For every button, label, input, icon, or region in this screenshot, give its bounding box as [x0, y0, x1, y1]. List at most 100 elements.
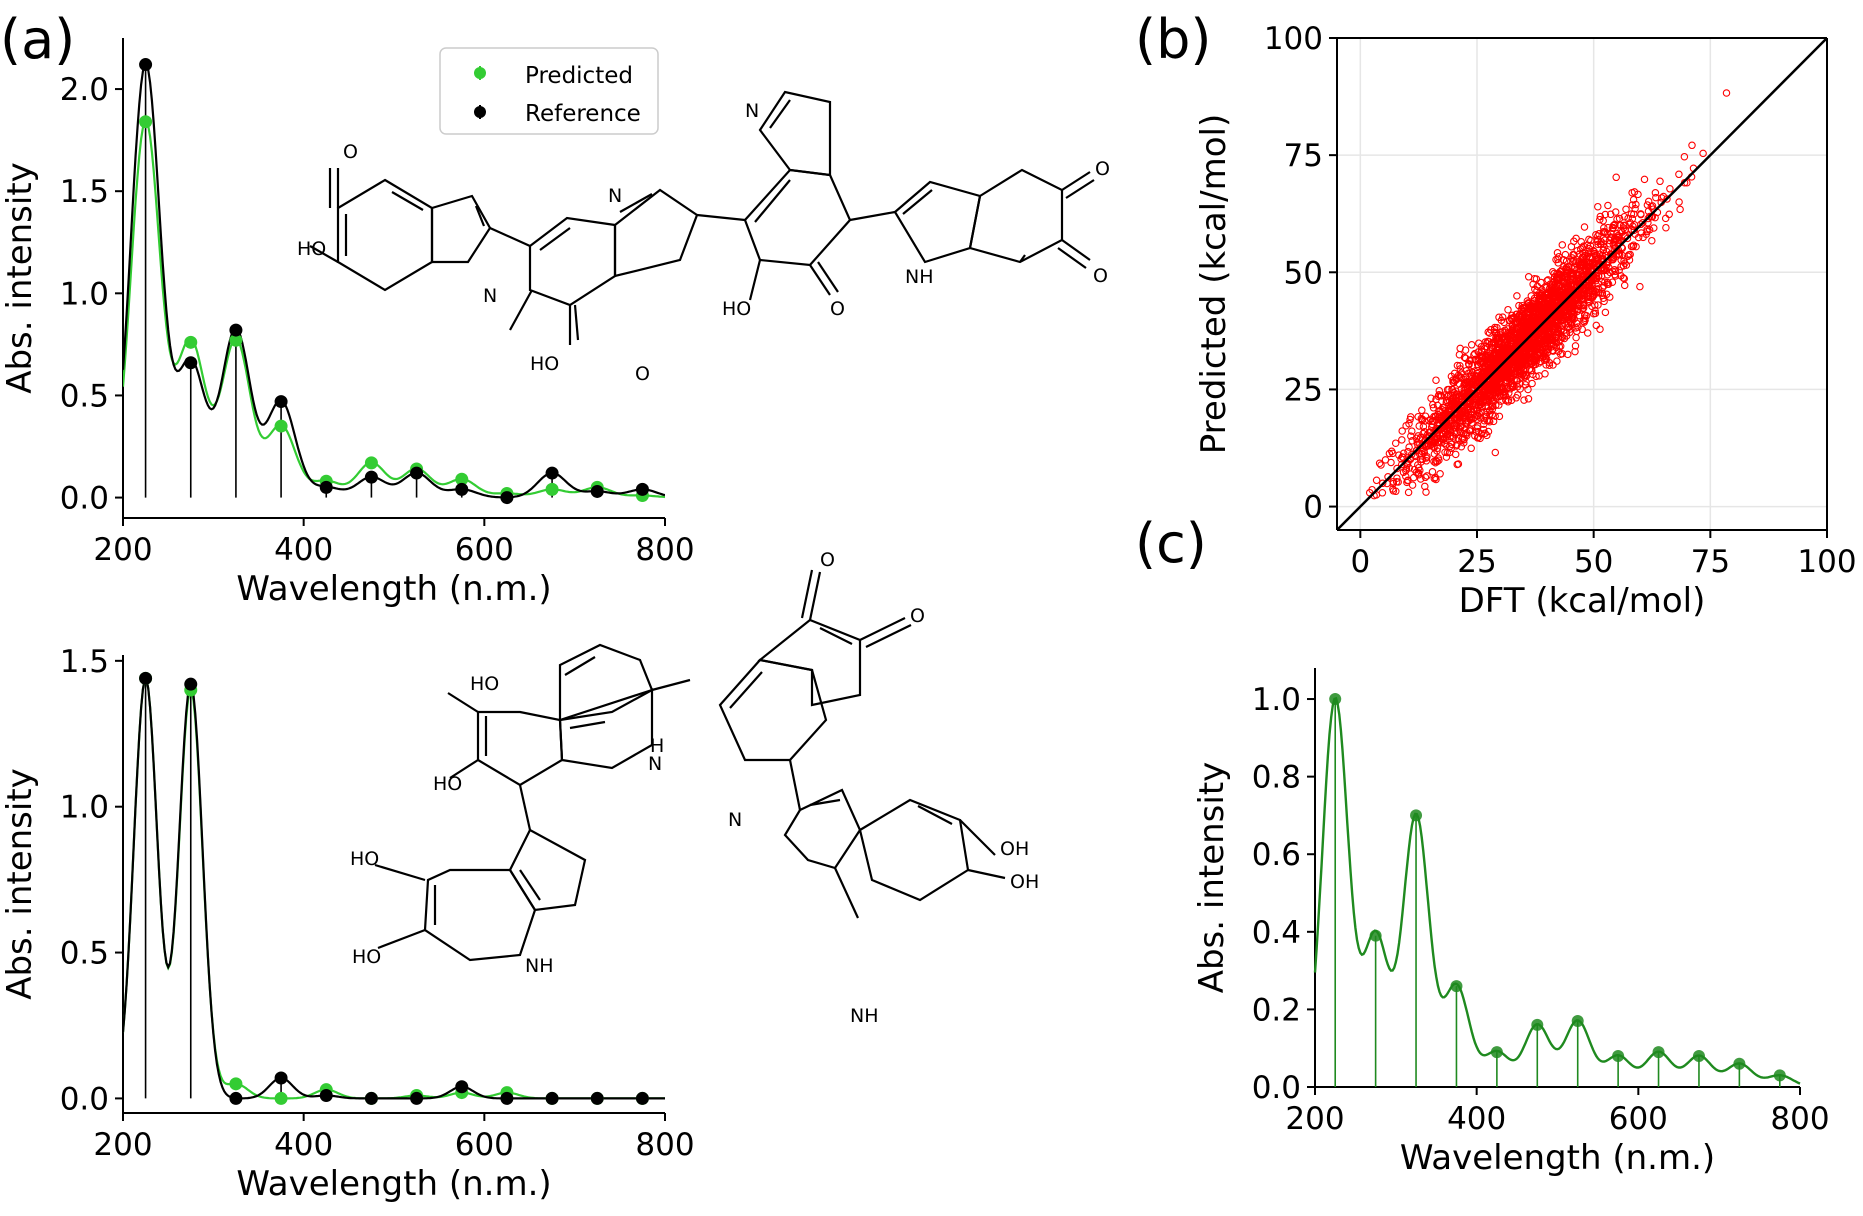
- atom-label: O: [820, 549, 835, 571]
- scatter-point: [1452, 442, 1460, 450]
- scatter-point: [1592, 231, 1600, 239]
- reference-point: [545, 1091, 559, 1105]
- scatter-point: [1666, 185, 1674, 193]
- y-tick-label: 0.0: [60, 1081, 109, 1117]
- scatter-point: [1482, 412, 1490, 421]
- scatter-point: [1432, 425, 1441, 433]
- scatter-point: [1404, 488, 1413, 497]
- scatter-point: [1524, 395, 1533, 403]
- scatter-point: [1467, 341, 1476, 349]
- scatter-point: [1613, 236, 1622, 245]
- scatter-point: [1406, 415, 1414, 424]
- scatter-point: [1622, 205, 1630, 214]
- scatter-point: [1642, 230, 1650, 238]
- scatter-point: [1675, 170, 1683, 179]
- scatter-point: [1421, 412, 1430, 420]
- scatter-point: [1484, 427, 1493, 436]
- scatter-point: [1560, 273, 1569, 282]
- scatter-point: [1583, 241, 1592, 250]
- scatter-point: [1594, 301, 1602, 309]
- scatter-point: [1572, 333, 1580, 342]
- atom-label: HO: [530, 353, 559, 375]
- scatter-point: [1531, 285, 1539, 293]
- scatter-point: [1440, 439, 1449, 448]
- scatter-point: [1500, 338, 1509, 347]
- scatter-point: [1527, 292, 1536, 300]
- y-tick-label: 0.5: [60, 936, 109, 972]
- scatter-point: [1461, 346, 1470, 354]
- scatter-point: [1590, 291, 1598, 300]
- scatter-point: [1545, 332, 1553, 341]
- scatter-point: [1599, 227, 1608, 236]
- scatter-point: [1453, 460, 1461, 469]
- predicted-point: [455, 472, 469, 486]
- scatter-point: [1591, 287, 1599, 295]
- x-tick-label: 400: [274, 1127, 333, 1163]
- scatter-point: [1517, 331, 1526, 339]
- legend-predicted-marker: [474, 67, 486, 79]
- scatter-point: [1457, 442, 1466, 451]
- scatter-point: [1553, 249, 1562, 257]
- scatter-point: [1421, 473, 1430, 482]
- scatter-point: [1489, 382, 1497, 390]
- scatter-point: [1542, 300, 1550, 308]
- scatter-point: [1476, 374, 1484, 383]
- reference-point: [500, 1091, 514, 1105]
- x-axis-label: Wavelength (n.m.): [1400, 1138, 1715, 1178]
- scatter-point: [1432, 376, 1440, 384]
- x-tick-label: 75: [1691, 544, 1730, 580]
- scatter-point: [1620, 274, 1629, 283]
- scatter-point: [1500, 334, 1508, 343]
- scatter-point: [1467, 444, 1475, 453]
- scatter-point: [1571, 347, 1579, 356]
- scatter-point: [1443, 385, 1452, 394]
- scatter-point: [1558, 241, 1567, 249]
- reference-point: [364, 470, 378, 484]
- scatter-point: [1434, 392, 1443, 401]
- scatter-point: [1568, 318, 1576, 326]
- y-tick-label: 2.0: [60, 72, 109, 108]
- chart-c: 200 400 600 800 0.0 0.2 0.4 0.6 0.8 1.0 Wavelength…: [1192, 668, 1830, 1178]
- chart-b-scatter: 0 25 50 75 100 0 25 50 75 100 DFT (kcal/mol) Predic…: [1194, 21, 1857, 621]
- scatter-point: [1602, 266, 1611, 275]
- scatter-point: [1498, 313, 1507, 321]
- scatter-point: [1504, 325, 1512, 333]
- scatter-point: [1519, 317, 1527, 326]
- scatter-point: [1494, 370, 1502, 378]
- scatter-point: [1606, 293, 1614, 301]
- scatter-point: [1408, 437, 1416, 445]
- scatter-point: [1579, 242, 1588, 250]
- scatter-point: [1387, 458, 1395, 467]
- scatter-point: [1520, 396, 1528, 404]
- legend-box: [439, 47, 659, 135]
- scatter-point: [1608, 278, 1617, 286]
- scatter-point: [1627, 242, 1636, 251]
- scatter-point: [1490, 325, 1499, 334]
- x-tick-label: 200: [93, 1127, 152, 1163]
- predicted-point: [274, 1091, 288, 1105]
- scatter-point: [1575, 311, 1583, 320]
- chart-a-bottom: 200 400 600 800 0.0 0.5 1.0 1.5 Wavelength (n.m.…: [0, 644, 695, 1204]
- scatter-point: [1484, 337, 1492, 346]
- atom-label: OH: [1010, 871, 1039, 893]
- scatter-point: [1457, 369, 1466, 377]
- predicted-point: [184, 335, 198, 349]
- scatter-point: [1663, 195, 1671, 203]
- predicted-point: [545, 482, 559, 496]
- scatter-point: [1512, 341, 1520, 349]
- scatter-point: [1596, 240, 1605, 248]
- scatter-point: [1491, 448, 1500, 457]
- scatter-point: [1494, 340, 1503, 348]
- scatter-point: [1524, 385, 1532, 394]
- scatter-point: [1599, 246, 1608, 254]
- scatter-point: [1561, 286, 1570, 294]
- scatter-point: [1619, 274, 1628, 282]
- atom-label: HO: [470, 673, 499, 695]
- atom-label: O: [910, 605, 925, 627]
- x-tick-label: 0: [1350, 544, 1370, 580]
- scatter-point: [1604, 201, 1612, 210]
- scatter-point: [1594, 240, 1602, 249]
- molecule-bottom-atoms: HO HO H N N O O HO HO NH OH OH NH: [350, 549, 1039, 1027]
- reference-point: [139, 58, 153, 72]
- scatter-point: [1521, 346, 1529, 354]
